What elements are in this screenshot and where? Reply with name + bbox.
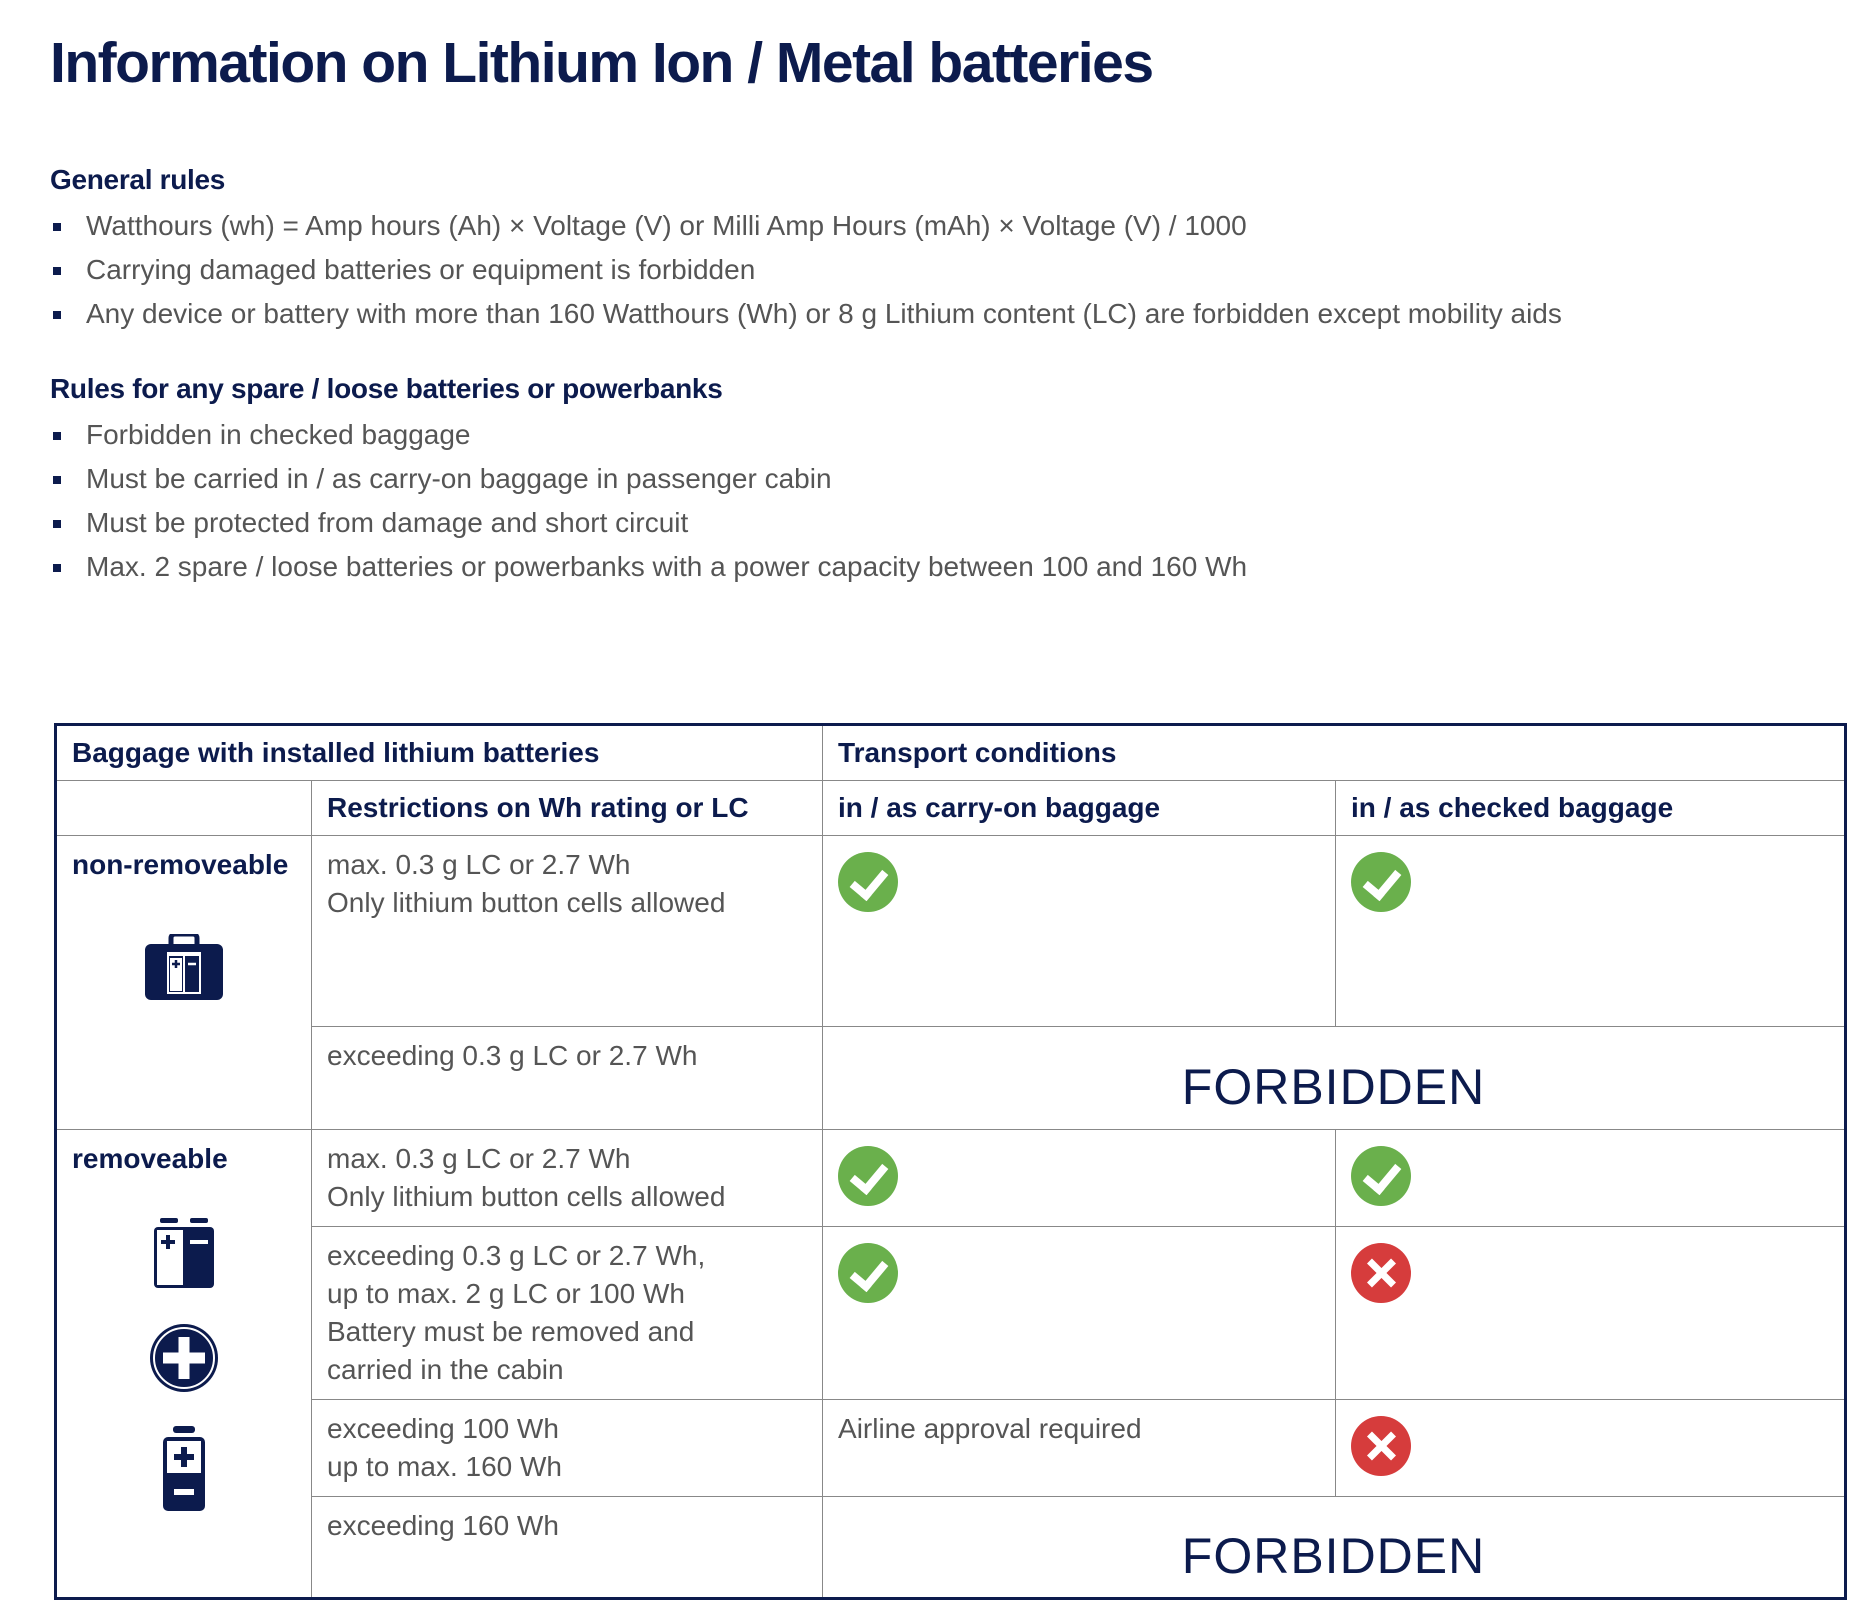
allowed-check-icon	[1351, 852, 1412, 912]
header-carry-on: in / as carry-on baggage	[822, 780, 1337, 836]
checked-cell	[1335, 1399, 1847, 1497]
empty-cell	[55, 780, 312, 836]
list-item: Must be protected from damage and short …	[50, 501, 1247, 545]
plus-circle-icon	[150, 1324, 218, 1392]
spare-rules-list: Forbidden in checked baggage Must be car…	[50, 413, 1247, 589]
removeable-label: removeable	[72, 1143, 228, 1174]
forbidden-cell: FORBIDDEN	[822, 1496, 1847, 1599]
forbidden-cell: FORBIDDEN	[822, 1026, 1847, 1130]
restriction-cell: exceeding 0.3 g LC or 2.7 Wh, up to max. …	[310, 1226, 824, 1400]
header-restrictions: Restrictions on Wh rating or LC	[310, 780, 824, 836]
checked-cell	[1335, 1226, 1847, 1400]
list-item: Max. 2 spare / loose batteries or powerb…	[50, 545, 1247, 589]
list-item: Carrying damaged batteries or equipment …	[50, 248, 1562, 292]
general-rules-heading: General rules	[50, 164, 226, 195]
restriction-cell: exceeding 100 Wh up to max. 160 Wh	[310, 1399, 824, 1497]
restriction-cell: exceeding 0.3 g LC or 2.7 Wh	[310, 1026, 824, 1130]
two-batteries-icon	[154, 1218, 214, 1288]
restriction-cell: max. 0.3 g LC or 2.7 Wh Only lithium butt…	[310, 835, 824, 1027]
carry-on-cell	[822, 835, 1337, 1027]
checked-cell	[1335, 835, 1847, 1027]
carry-on-cell	[822, 1129, 1337, 1227]
carry-on-cell	[822, 1226, 1337, 1400]
battery-rules-table: Baggage with installed lithium batteries…	[54, 723, 1848, 1600]
allowed-check-icon	[1351, 1146, 1412, 1206]
header-baggage: Baggage with installed lithium batteries	[54, 724, 824, 781]
list-item: Forbidden in checked baggage	[50, 413, 1247, 457]
battery-icon	[163, 1426, 205, 1511]
allowed-check-icon	[838, 1146, 899, 1206]
page-title: Information on Lithium Ion / Metal batte…	[50, 31, 1154, 95]
allowed-check-icon	[838, 852, 899, 912]
spare-rules-heading: Rules for any spare / loose batteries or…	[50, 373, 723, 404]
carry-on-cell: Airline approval required	[822, 1399, 1337, 1497]
checked-cell	[1335, 1129, 1847, 1227]
list-item: Must be carried in / as carry-on baggage…	[50, 457, 1247, 501]
list-item: Watthours (wh) = Amp hours (Ah) × Voltag…	[50, 204, 1562, 248]
header-transport: Transport conditions	[822, 724, 1847, 781]
header-checked: in / as checked baggage	[1335, 780, 1847, 836]
list-item: Any device or battery with more than 160…	[50, 292, 1562, 336]
removeable-cell: removeable	[55, 1129, 312, 1599]
restriction-cell: exceeding 160 Wh	[310, 1496, 824, 1599]
suitcase-battery-icon	[145, 934, 223, 1000]
allowed-check-icon	[838, 1243, 899, 1303]
forbidden-x-icon	[1351, 1416, 1412, 1476]
non-removeable-label: non-removeable	[72, 849, 289, 880]
restriction-cell: max. 0.3 g LC or 2.7 Wh Only lithium butt…	[310, 1129, 824, 1227]
general-rules-list: Watthours (wh) = Amp hours (Ah) × Voltag…	[50, 204, 1562, 336]
forbidden-x-icon	[1351, 1243, 1412, 1303]
non-removeable-cell: non-removeable	[55, 835, 312, 1130]
